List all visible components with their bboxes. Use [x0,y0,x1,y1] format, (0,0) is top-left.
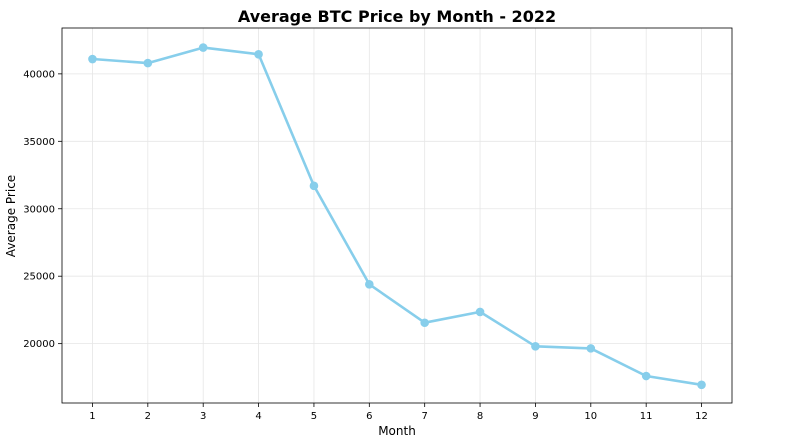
data-point [198,43,208,52]
data-point [420,318,429,328]
x-tick-label: 4 [255,411,261,422]
x-tick-label: 7 [421,411,427,422]
x-tick-label: 9 [532,411,538,422]
x-tick-label: 12 [695,411,708,422]
plot-frame [61,27,733,404]
y-axis-label: Average Price [4,175,18,257]
y-tick-label: 40000 [23,69,55,80]
data-point [365,279,374,289]
data-point [641,371,651,381]
x-tick-label: 2 [145,411,151,422]
data-point [309,181,319,191]
x-tick-label: 5 [311,411,317,422]
x-tick-label: 11 [640,411,653,422]
y-tick-label: 35000 [23,137,55,148]
x-tick-label: 10 [584,411,597,422]
x-tick-label: 1 [89,411,95,422]
data-point [254,50,263,59]
x-tick-label: 3 [200,411,206,422]
data-point [475,307,485,317]
x-tick-label: 6 [366,411,372,422]
series-line [91,46,703,387]
chart-title: Average BTC Price by Month - 2022 [238,7,556,26]
data-point [88,54,97,64]
x-tick-label: 8 [477,411,483,422]
grid [62,28,732,403]
y-tick-label: 25000 [23,272,55,283]
y-tick-label: 30000 [23,204,55,215]
data-point [531,342,540,351]
data-point [586,344,596,353]
y-tick-label: 20000 [23,339,55,350]
data-point [143,58,153,68]
x-axis-label: Month [378,424,416,438]
series-layer [88,43,706,390]
data-point [697,380,706,390]
